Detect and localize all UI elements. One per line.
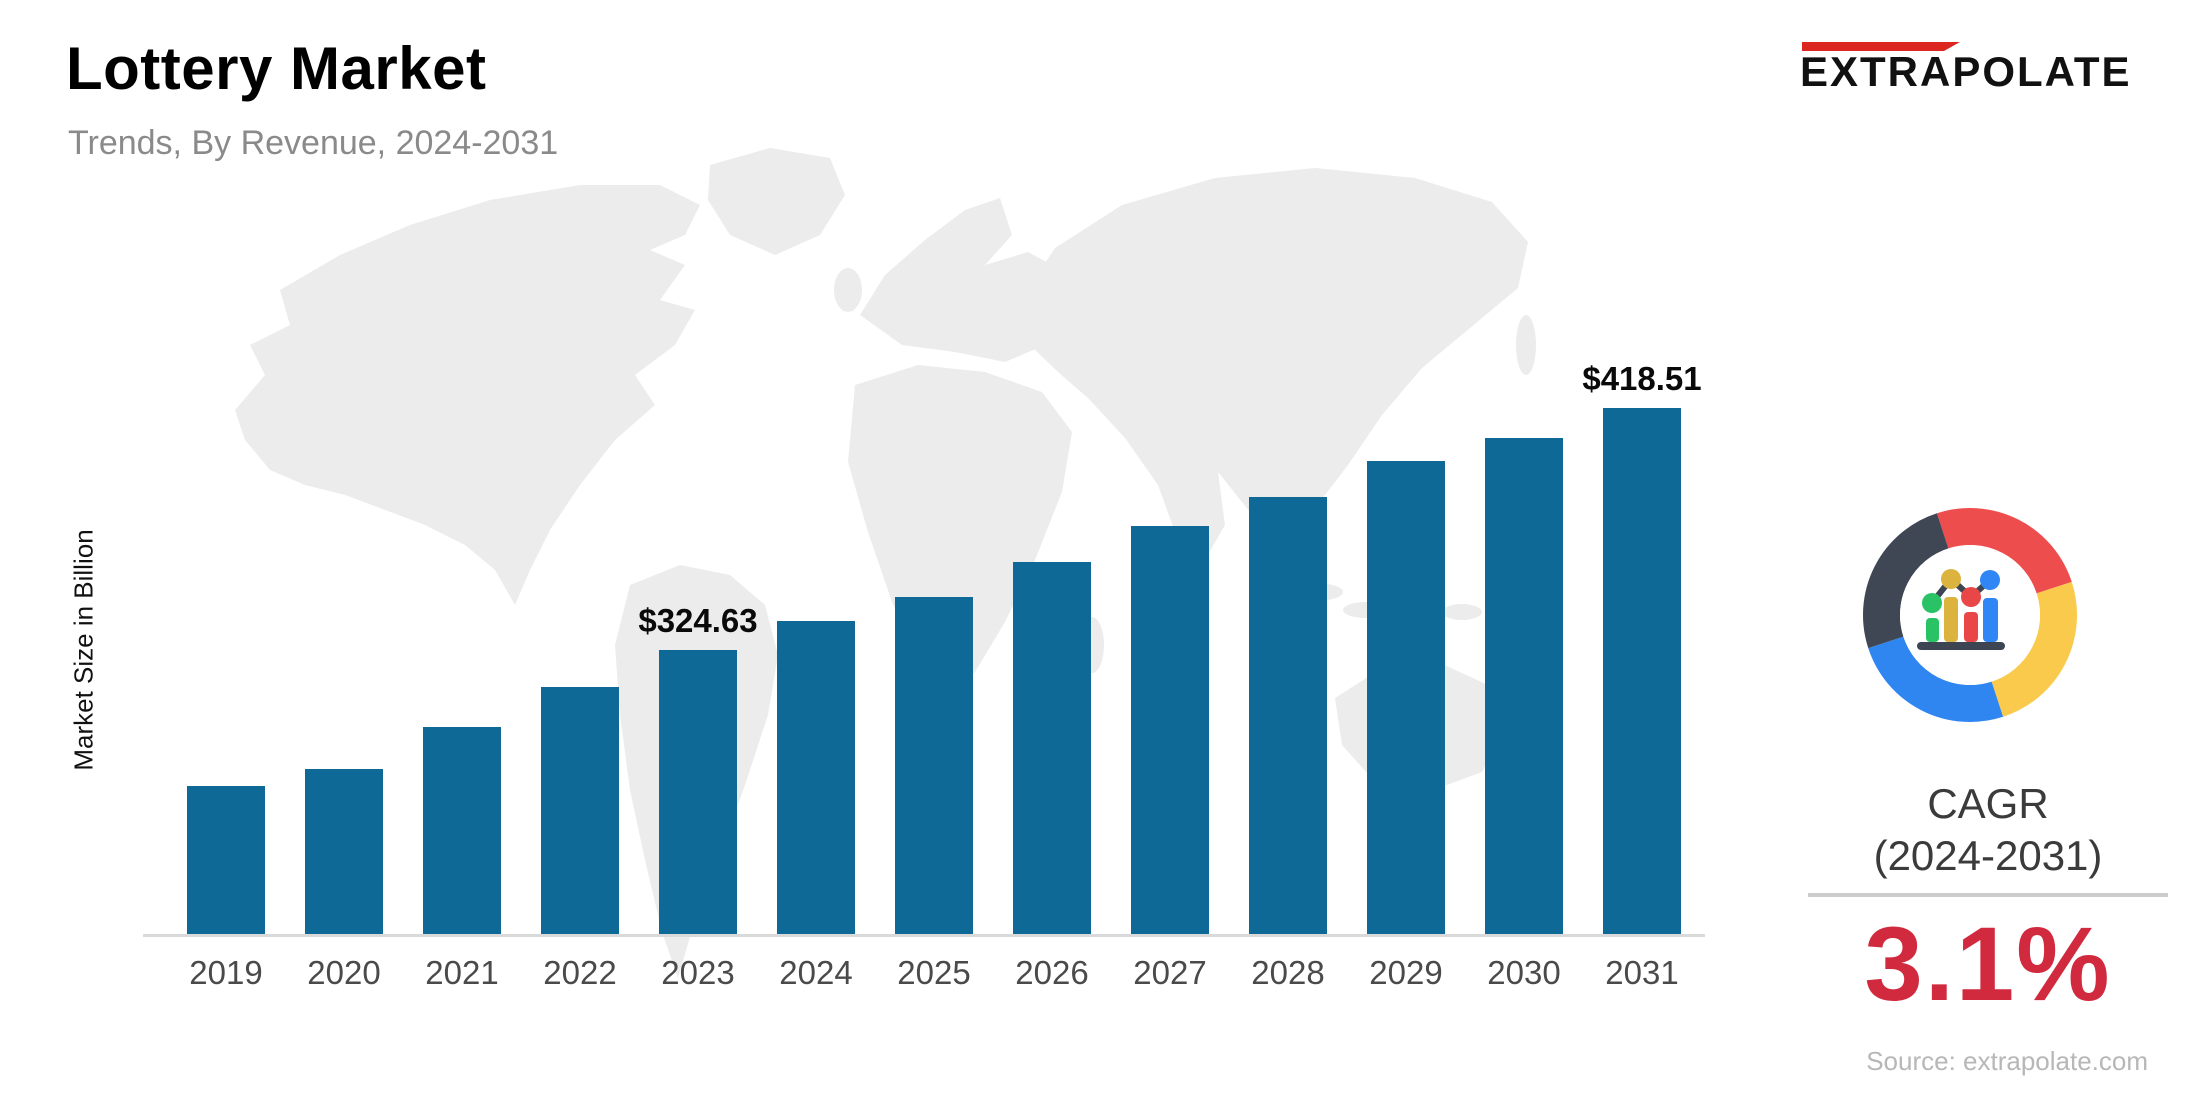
x-tick-label-2019: 2019 xyxy=(189,954,263,991)
bar-2020 xyxy=(305,769,383,934)
x-tick-label-2028: 2028 xyxy=(1251,954,1325,991)
x-tick-label-2024: 2024 xyxy=(779,954,853,991)
mini-dot-blue xyxy=(1980,570,2000,590)
mini-bar-yellow xyxy=(1944,597,1958,642)
x-tick-label-2021: 2021 xyxy=(425,954,499,991)
x-tick-label-2030: 2030 xyxy=(1487,954,1561,991)
x-tick-label-2022: 2022 xyxy=(543,954,617,991)
bar-2025 xyxy=(895,597,973,934)
bar-2029 xyxy=(1367,461,1445,934)
mini-bar-red xyxy=(1964,612,1978,642)
mini-dot-red xyxy=(1961,587,1981,607)
bar-2030 xyxy=(1485,438,1563,934)
mini-chart-line xyxy=(1929,576,1993,606)
cagr-divider xyxy=(1808,893,2168,897)
x-tick-label-2026: 2026 xyxy=(1015,954,1089,991)
x-tick-label-2025: 2025 xyxy=(897,954,971,991)
bar-2021 xyxy=(423,727,501,934)
mini-dot-yellow xyxy=(1941,569,1961,589)
x-tick-label-2023: 2023 xyxy=(661,954,735,991)
cagr-period: (2024-2031) xyxy=(1873,832,2103,879)
x-tick-label-2027: 2027 xyxy=(1133,954,1207,991)
bar-2023 xyxy=(659,650,737,934)
x-axis-line xyxy=(143,934,1705,937)
donut-segment-blue xyxy=(1868,635,2004,722)
map-indonesia-4 xyxy=(1442,604,1482,620)
mini-bar-blue xyxy=(1983,598,1998,642)
bar-value-label-2031: $418.51 xyxy=(1582,360,1702,397)
page-title: Lottery Market xyxy=(66,35,487,102)
logo-accent-bar xyxy=(1802,42,1960,51)
map-north-america xyxy=(235,185,700,605)
bar-2028 xyxy=(1249,497,1327,934)
x-tick-label-2020: 2020 xyxy=(307,954,381,991)
x-tick-label-2031: 2031 xyxy=(1605,954,1679,991)
bar-value-label-2023: $324.63 xyxy=(638,602,758,639)
world-map-background xyxy=(235,148,1536,978)
mini-bar-green xyxy=(1926,618,1939,642)
map-greenland xyxy=(708,148,845,255)
mini-chart-baseline xyxy=(1917,642,2005,650)
logo-text: EXTRAPOLATE xyxy=(1800,48,2132,95)
x-tick-label-2029: 2029 xyxy=(1369,954,1443,991)
map-japan xyxy=(1516,315,1536,375)
map-europe xyxy=(860,198,1078,362)
donut-segment-dark xyxy=(1863,513,1950,649)
bar-2027 xyxy=(1131,526,1209,934)
cagr-value: 3.1% xyxy=(1864,906,2112,1023)
bar-2022 xyxy=(541,687,619,934)
bar-2019 xyxy=(187,786,265,934)
bar-2026 xyxy=(1013,562,1091,934)
mini-dot-green xyxy=(1922,593,1942,613)
map-uk xyxy=(834,268,862,312)
cagr-label: CAGR xyxy=(1927,780,2049,827)
page-subtitle: Trends, By Revenue, 2024-2031 xyxy=(68,124,559,162)
donut-chart-icon xyxy=(1863,508,2077,722)
donut-segment-red xyxy=(1936,508,2072,595)
donut-segment-yellow xyxy=(1990,581,2077,717)
map-asia xyxy=(1022,168,1528,572)
source-attribution: Source: extrapolate.com xyxy=(1866,1046,2148,1076)
bar-2024 xyxy=(777,621,855,934)
bar-2031 xyxy=(1603,408,1681,934)
